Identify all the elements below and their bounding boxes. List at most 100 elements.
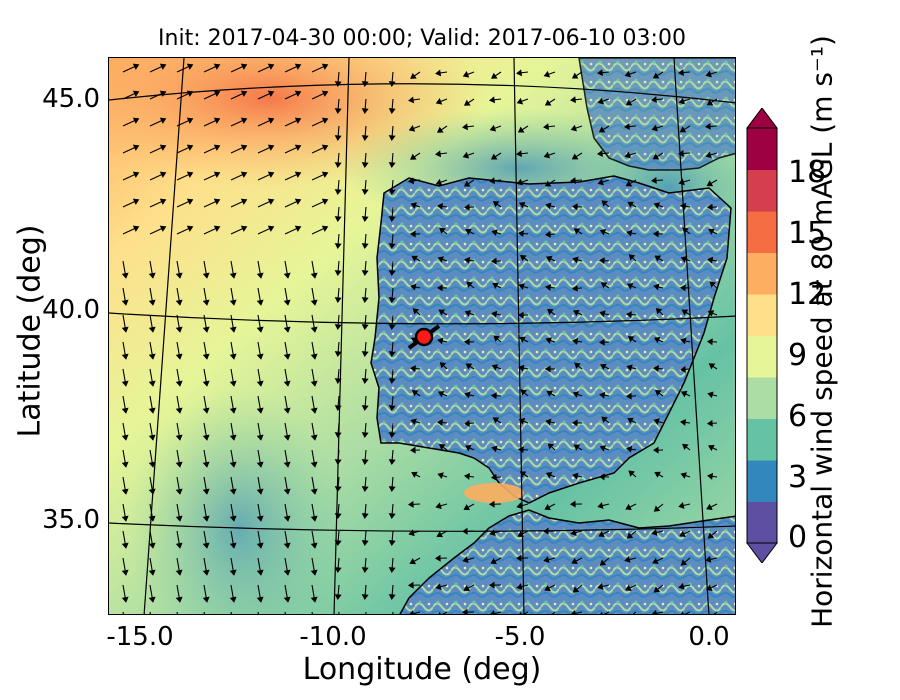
colorbar-band [747, 377, 777, 399]
wind-arrow-head [600, 363, 607, 370]
wind-arrow-head [625, 503, 632, 511]
wind-arrow-head [229, 434, 237, 441]
wind-arrow-head [680, 559, 688, 566]
wind-arrow-head [175, 515, 183, 522]
wind-arrow-head [435, 69, 442, 77]
wind-arrow-head [121, 380, 129, 387]
wind-arrow-head [121, 461, 129, 468]
wind-vectors [121, 63, 718, 614]
wind-arrow-head [310, 461, 318, 468]
wind-arrow-head [628, 470, 635, 477]
wind-arrow-head [489, 177, 495, 185]
colorbar-band [747, 397, 777, 419]
wind-arrow-head [625, 180, 633, 187]
wind-arrow-head [175, 596, 183, 603]
wind-arrow-head [121, 272, 129, 279]
wind-arrow-head [240, 90, 248, 97]
wind-arrow-head [437, 202, 444, 210]
wind-arrow-head [361, 594, 369, 600]
wind-arrow-head [678, 178, 685, 186]
wind-speed-map[interactable] [109, 58, 736, 615]
wind-arrow-head [437, 390, 445, 398]
wind-arrow [490, 611, 502, 614]
wind-arrow-head [310, 569, 318, 576]
wind-arrow-head [517, 446, 524, 454]
wind-arrow-head [463, 504, 471, 511]
wind-arrow-head [256, 569, 264, 576]
wind-arrow-head [597, 502, 604, 509]
wind-arrow-head [682, 227, 689, 234]
wind-arrow-head [407, 581, 414, 589]
wind-arrow-head [310, 272, 318, 279]
wind-arrow-head [625, 99, 633, 106]
wind-arrow-head [516, 583, 523, 590]
wind-arrow-head [627, 417, 634, 424]
wind-arrow-head [202, 542, 210, 549]
wind-arrow-head [570, 177, 576, 185]
wind-arrow-head [626, 282, 634, 290]
wind-arrow-head [705, 70, 712, 78]
wind-arrow-head [148, 542, 156, 549]
wind-arrow-head [229, 461, 237, 468]
wind-arrow-head [546, 390, 553, 397]
wind-arrow-head [626, 445, 633, 453]
wind-arrow-head [677, 149, 684, 157]
map-panel[interactable] [108, 57, 736, 615]
wind-arrow-head [654, 255, 662, 262]
wind-arrow-head [321, 225, 329, 232]
wind-arrow-head [679, 284, 686, 292]
wind-arrow-head [625, 392, 632, 400]
wind-arrow-head [706, 503, 713, 510]
wind-arrow-head [437, 337, 444, 345]
wind-arrow-head [706, 203, 713, 211]
wind-arrow-head [707, 472, 714, 480]
wind-arrow-head [240, 117, 248, 124]
wind-arrow-head [461, 527, 468, 535]
wind-arrow-head [624, 556, 631, 563]
wind-arrow-head [706, 338, 713, 346]
wind-arrow-head [283, 542, 291, 549]
wind-arrow-head [283, 461, 291, 468]
wind-arrow-head [334, 351, 342, 357]
wind-arrow-head [624, 123, 630, 131]
wind-arrow-head [655, 308, 663, 315]
wind-arrow-head [334, 459, 342, 465]
wind-arrow-head [597, 150, 603, 158]
wind-arrow-head [542, 527, 549, 535]
wind-arrow-head [256, 515, 264, 522]
wind-arrow-head [186, 198, 194, 205]
wind-arrow-head [544, 584, 551, 592]
wind-arrow-head [283, 326, 291, 333]
wind-arrow-head [334, 378, 342, 384]
xtick-label: -5.0 [494, 622, 546, 652]
wind-arrow-head [148, 434, 156, 441]
wind-arrow-head [388, 594, 396, 600]
wind-arrow-head [361, 270, 369, 276]
wind-arrow-head [334, 486, 342, 492]
wind-arrow-head [132, 117, 140, 124]
wind-arrow-head [361, 405, 369, 411]
wind-arrow-head [334, 432, 342, 438]
wind-arrow-head [463, 338, 470, 346]
colorbar [746, 108, 778, 563]
wind-arrow-head [175, 569, 183, 576]
wind-arrow-head [492, 417, 500, 424]
wind-arrow-head [680, 472, 687, 479]
wind-arrow-head [267, 63, 275, 70]
wind-arrow-head [267, 171, 275, 178]
wind-arrow-head [334, 270, 342, 276]
wind-arrow-head [186, 90, 194, 97]
wind-arrow-head [334, 108, 342, 114]
wind-arrow-head [388, 81, 396, 87]
wind-arrow [632, 611, 637, 614]
wind-arrow-head [461, 608, 468, 614]
wind-arrow-head [573, 228, 581, 235]
wind-arrow-head [627, 336, 635, 343]
wind-arrow [603, 611, 610, 614]
wind-arrow [522, 611, 529, 614]
xtick-label: -10.0 [299, 622, 367, 652]
wind-arrow-head [175, 434, 183, 441]
ytick-label: 40.0 [42, 295, 100, 325]
wind-arrow-head [229, 407, 237, 414]
wind-arrow-head [626, 311, 632, 319]
